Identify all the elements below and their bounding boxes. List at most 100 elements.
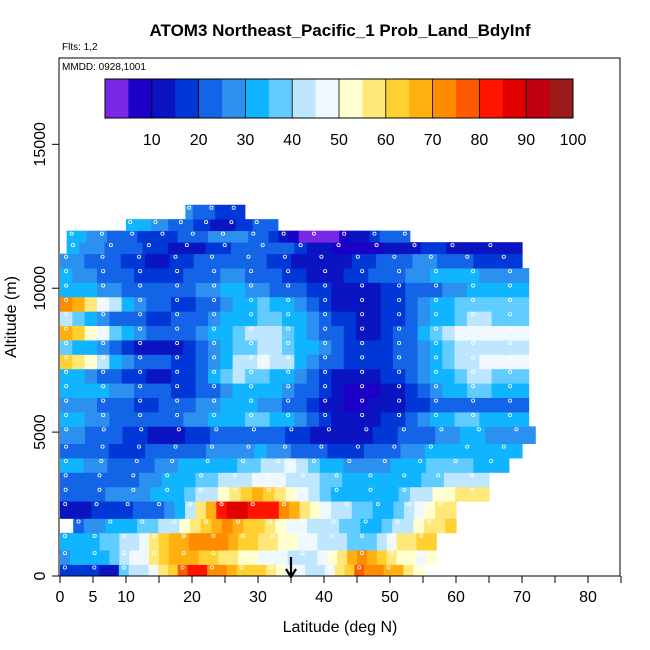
sample-point	[286, 384, 291, 389]
heatmap-cell	[195, 486, 208, 502]
heatmap-cell	[170, 268, 184, 283]
heatmap-cell	[170, 340, 184, 355]
heatmap-cell	[357, 242, 371, 255]
heatmap-cell	[400, 443, 414, 459]
heatmap-cell	[516, 397, 530, 413]
heatmap-cell	[491, 340, 505, 355]
heatmap-cell	[208, 550, 219, 565]
heatmap-cell	[331, 383, 345, 398]
sample-point	[176, 427, 181, 432]
heatmap-cell	[405, 325, 419, 341]
sample-point	[364, 427, 369, 432]
heatmap-cell	[225, 458, 238, 473]
heatmap-cell	[363, 443, 377, 459]
x-axis: 0 5 10 20 30 40 50 60 70 80	[56, 576, 622, 606]
heatmap-cell	[477, 472, 490, 488]
sample-point	[241, 533, 246, 538]
heatmap-cell	[306, 383, 320, 398]
heatmap-cell	[142, 242, 156, 255]
sample-point	[347, 459, 352, 464]
sample-point	[63, 487, 68, 492]
sample-point	[471, 398, 476, 403]
heatmap-cell	[398, 486, 411, 502]
heatmap-cell	[228, 230, 239, 243]
sample-point	[138, 355, 143, 360]
heatmap-cell	[60, 296, 73, 312]
heatmap-cell	[318, 282, 332, 298]
heatmap-cell	[210, 219, 220, 232]
heatmap-cell	[405, 268, 419, 283]
sample-point	[434, 384, 439, 389]
colorbar-tick-label: 80	[471, 132, 489, 149]
heatmap-cell	[347, 532, 358, 551]
sample-point	[249, 297, 254, 302]
heatmap-cell	[390, 458, 404, 473]
heatmap-cell	[188, 532, 200, 551]
heatmap-cell	[244, 219, 254, 232]
sample-point	[250, 502, 255, 507]
heatmap-cell	[479, 397, 493, 413]
sample-point	[311, 459, 316, 464]
heatmap-cell	[260, 219, 270, 232]
heatmap-cell	[60, 397, 73, 413]
heatmap-cell	[308, 472, 321, 488]
heatmap-cell	[343, 397, 357, 413]
heatmap-cell	[218, 486, 230, 502]
heatmap-cell	[220, 282, 234, 298]
sample-point	[434, 297, 439, 302]
heatmap-cell	[208, 532, 219, 551]
marker-head	[285, 568, 297, 580]
sample-point	[434, 412, 439, 417]
heatmap-cell	[343, 383, 357, 398]
heatmap-cell	[181, 443, 195, 459]
heatmap-cell	[330, 501, 342, 519]
heatmap-cell	[105, 486, 118, 502]
x-tick-label: 60	[447, 589, 465, 606]
heatmap-cell	[436, 253, 450, 269]
heatmap-cell	[503, 368, 517, 384]
heatmap-cell	[454, 340, 468, 355]
heatmap-cell	[220, 325, 234, 341]
sample-point	[266, 487, 271, 492]
sample-point	[434, 269, 439, 274]
heatmap-cell	[232, 368, 246, 384]
heatmap-cell	[193, 242, 207, 255]
sample-point	[64, 312, 69, 317]
heatmap-cell	[248, 550, 259, 565]
heatmap-cell	[355, 458, 368, 473]
heatmap-cell	[72, 397, 86, 413]
heatmap-cell	[320, 501, 332, 519]
heatmap-cell	[72, 296, 86, 312]
heatmap-cell	[380, 268, 394, 283]
sample-point	[212, 297, 217, 302]
sample-point	[97, 487, 102, 492]
sample-point	[397, 326, 402, 331]
sample-point	[299, 519, 304, 524]
heatmap-cell	[142, 458, 156, 473]
sample-point	[389, 533, 394, 538]
sample-point	[76, 519, 81, 524]
heatmap-cell	[310, 426, 324, 445]
heatmap-cell	[278, 501, 290, 519]
sample-point	[92, 551, 97, 556]
heatmap-cell	[402, 458, 415, 473]
heatmap-cell	[297, 426, 311, 445]
sample-point	[359, 533, 364, 538]
heatmap-cell	[277, 550, 289, 565]
heatmap-cell	[503, 325, 517, 341]
heatmap-cell	[120, 253, 134, 269]
sample-point	[465, 254, 470, 259]
heatmap-cell	[294, 340, 308, 355]
heatmap-cell	[449, 253, 462, 269]
heatmap-cell	[466, 486, 479, 502]
heatmap-cell	[101, 501, 113, 519]
heatmap-cell	[96, 282, 110, 298]
heatmap-cell	[449, 458, 463, 473]
sample-point	[334, 473, 339, 478]
heatmap-cell	[274, 472, 287, 488]
heatmap-cell	[207, 311, 221, 327]
heatmap-cell	[266, 253, 280, 269]
heatmap-cell	[210, 426, 224, 445]
sample-point	[209, 254, 214, 259]
heatmap-cell	[238, 550, 249, 565]
